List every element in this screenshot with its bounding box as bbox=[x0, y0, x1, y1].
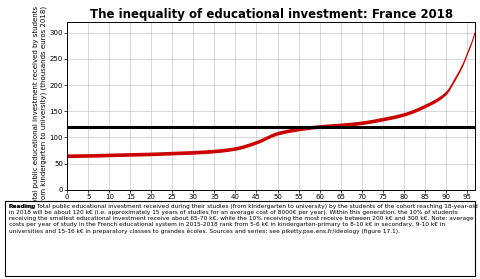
Text: Reading: Reading bbox=[9, 204, 36, 209]
Y-axis label: Total public educational investment received by students
(from kindergarten to u: Total public educational investment rece… bbox=[33, 6, 47, 206]
X-axis label: Percentile of the distribution of total educational investment received (within : Percentile of the distribution of total … bbox=[119, 203, 423, 209]
Title: The inequality of educational investment: France 2018: The inequality of educational investment… bbox=[90, 8, 453, 21]
Text: Reading  Total public educational investment received during their studies (from: Reading Total public educational investm… bbox=[9, 204, 477, 234]
